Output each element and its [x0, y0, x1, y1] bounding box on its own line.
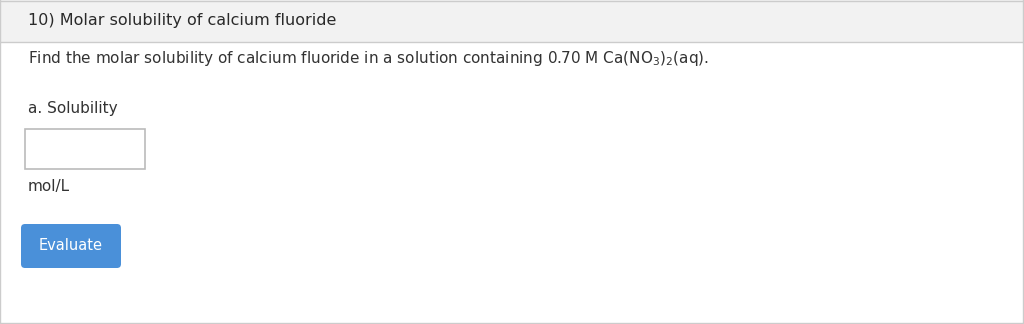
FancyBboxPatch shape	[0, 42, 1024, 324]
FancyBboxPatch shape	[22, 224, 121, 268]
Text: Evaluate: Evaluate	[39, 238, 103, 253]
Text: mol/L: mol/L	[28, 179, 70, 193]
FancyBboxPatch shape	[25, 129, 145, 169]
Text: Find the molar solubility of calcium fluoride in a solution containing 0.70 M Ca: Find the molar solubility of calcium flu…	[28, 50, 709, 68]
Text: a. Solubility: a. Solubility	[28, 101, 118, 117]
FancyBboxPatch shape	[0, 0, 1024, 42]
Text: 10) Molar solubility of calcium fluoride: 10) Molar solubility of calcium fluoride	[28, 14, 336, 29]
